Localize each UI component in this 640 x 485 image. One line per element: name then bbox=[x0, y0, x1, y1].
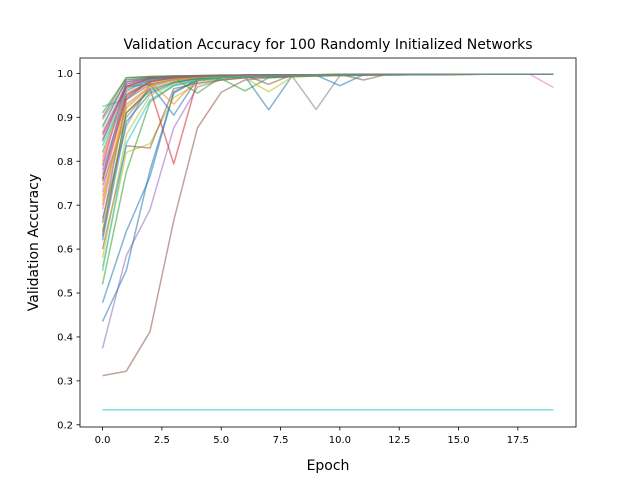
x-tick-label: 17.5 bbox=[507, 435, 529, 446]
y-axis-label: Validation Accuracy bbox=[26, 174, 42, 312]
x-tick-label: 2.5 bbox=[154, 435, 170, 446]
x-tick-label: 10.0 bbox=[329, 435, 351, 446]
series-lines bbox=[101, 73, 554, 411]
series-line-40 bbox=[101, 73, 554, 175]
x-tick-label: 5.0 bbox=[213, 435, 229, 446]
y-tick-label: 0.6 bbox=[57, 245, 73, 256]
x-axis-ticks: 0.0 2.5 5.0 7.5 10.0 12.5 15.0 17.5 bbox=[95, 427, 529, 446]
plot-frame bbox=[79, 57, 577, 428]
y-tick-label: 0.3 bbox=[57, 376, 73, 387]
y-tick-label: 0.9 bbox=[57, 113, 73, 124]
y-tick-label: 0.2 bbox=[57, 420, 73, 431]
x-tick-label: 15.0 bbox=[447, 435, 469, 446]
y-tick-label: 0.7 bbox=[57, 201, 73, 212]
x-tick-label: 12.5 bbox=[388, 435, 410, 446]
y-tick-label: 0.8 bbox=[57, 157, 73, 168]
chart-title: Validation Accuracy for 100 Randomly Ini… bbox=[123, 37, 532, 53]
x-axis-label: Epoch bbox=[307, 458, 350, 474]
y-axis-ticks: 0.2 0.3 0.4 0.5 0.6 0.7 0.8 0.9 1.0 bbox=[57, 69, 80, 431]
y-tick-label: 1.0 bbox=[57, 69, 73, 80]
x-tick-label: 0.0 bbox=[95, 435, 111, 446]
x-tick-label: 7.5 bbox=[273, 435, 289, 446]
y-tick-label: 0.5 bbox=[57, 289, 73, 300]
y-tick-label: 0.4 bbox=[57, 333, 73, 344]
